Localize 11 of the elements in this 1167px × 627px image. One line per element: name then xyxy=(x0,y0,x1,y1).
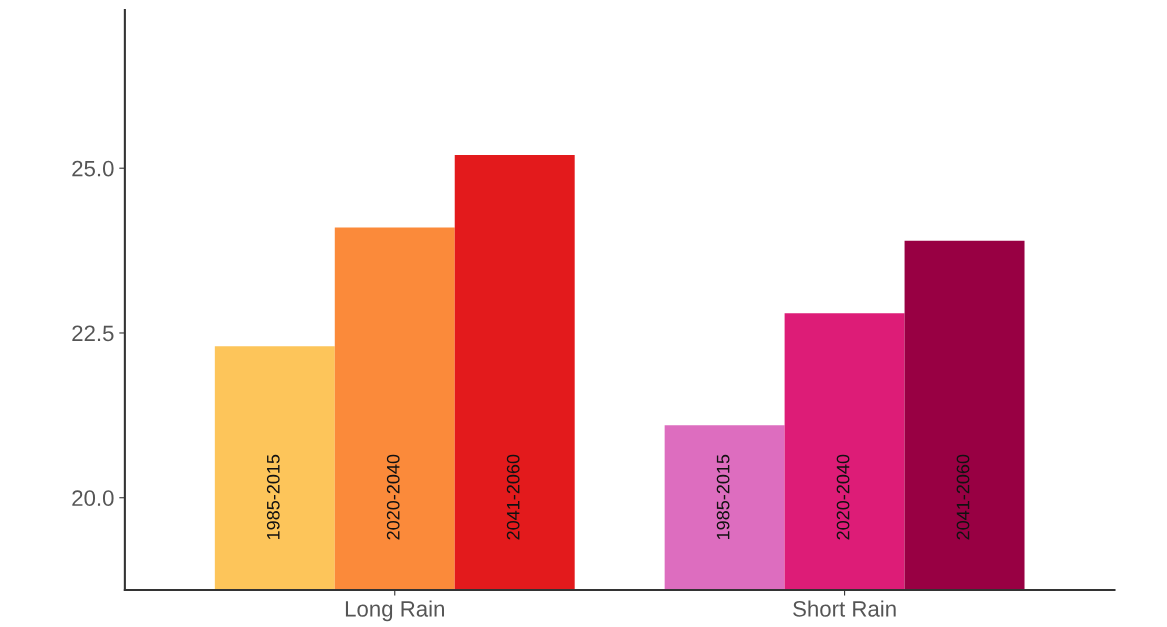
text: 2020-2040 xyxy=(836,454,850,540)
series-label: 2020-2040 xyxy=(386,454,400,540)
text: 1985-2015 xyxy=(266,454,280,539)
series-label: 2041-2060 xyxy=(956,454,970,540)
y-tick-label: 22.5 xyxy=(72,325,114,342)
x-tick-label: Short Rain xyxy=(793,600,896,617)
text: 2041-2060 xyxy=(506,454,520,540)
y-tick-label: 25.0 xyxy=(72,160,114,177)
series-label: 1985-2015 xyxy=(716,454,730,539)
x-tick-label: Long Rain xyxy=(345,600,444,622)
y-tick-label: 20.0 xyxy=(72,490,114,507)
